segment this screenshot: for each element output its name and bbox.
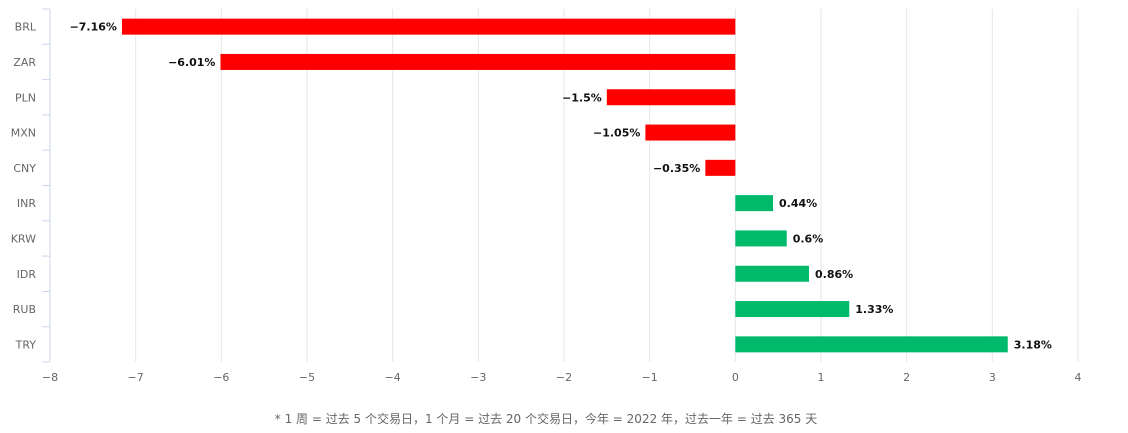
x-tick-label: 1 bbox=[818, 371, 825, 384]
data-label: −7.16% bbox=[70, 21, 117, 34]
x-tick-label: −3 bbox=[470, 371, 486, 384]
data-label: 0.44% bbox=[779, 197, 817, 210]
data-label: 0.6% bbox=[793, 232, 824, 245]
data-label: −1.05% bbox=[593, 127, 640, 140]
x-tick-label: −4 bbox=[385, 371, 401, 384]
category-label: TRY bbox=[15, 338, 37, 351]
category-label: MXN bbox=[11, 127, 36, 140]
bar-rub bbox=[735, 301, 850, 318]
bars bbox=[121, 18, 1008, 353]
axes: −8 −7 −6 −5 −4 −3 −2 −1 0 1 2 3 4 BRL ZAR PLN MXN CNY INR K… bbox=[11, 8, 1082, 384]
category-label: CNY bbox=[13, 162, 36, 175]
data-labels: −7.16% −6.01% −1.5% −1.05% −0.35% 0.44% 0.6% 0.… bbox=[70, 21, 1052, 352]
bar-mxn bbox=[645, 124, 736, 141]
bar-idr bbox=[735, 265, 810, 282]
data-label: −1.5% bbox=[562, 91, 602, 104]
category-label: BRL bbox=[15, 21, 37, 34]
x-tick-label: 4 bbox=[1075, 371, 1082, 384]
data-label: −6.01% bbox=[168, 56, 215, 69]
data-label: 3.18% bbox=[1014, 338, 1052, 351]
x-tick-label: −8 bbox=[42, 371, 58, 384]
category-label: PLN bbox=[15, 91, 36, 104]
category-label: INR bbox=[17, 197, 36, 210]
category-label: RUB bbox=[13, 303, 36, 316]
x-tick-label: 3 bbox=[989, 371, 996, 384]
bar-cny bbox=[705, 159, 736, 176]
x-tick-label: −7 bbox=[128, 371, 144, 384]
bar-pln bbox=[606, 89, 736, 106]
x-tick-label: 2 bbox=[903, 371, 910, 384]
footnote: * 1 周 = 过去 5 个交易日，1 个月 = 过去 20 个交易日，今年 =… bbox=[274, 412, 818, 426]
x-tick-label: −5 bbox=[299, 371, 315, 384]
x-tick-label: −6 bbox=[213, 371, 229, 384]
bar-zar bbox=[220, 53, 736, 70]
bar-krw bbox=[735, 230, 787, 247]
bar-brl bbox=[121, 18, 736, 35]
bar-inr bbox=[735, 195, 774, 212]
x-tick-label: −2 bbox=[556, 371, 572, 384]
category-label: IDR bbox=[17, 268, 37, 281]
category-label: KRW bbox=[11, 232, 36, 245]
data-label: −0.35% bbox=[653, 162, 700, 175]
data-label: 0.86% bbox=[815, 268, 853, 281]
x-tick-label: 0 bbox=[732, 371, 739, 384]
data-label: 1.33% bbox=[855, 303, 893, 316]
category-label: ZAR bbox=[13, 56, 36, 69]
bar-try bbox=[735, 336, 1008, 353]
x-tick-label: −1 bbox=[642, 371, 658, 384]
